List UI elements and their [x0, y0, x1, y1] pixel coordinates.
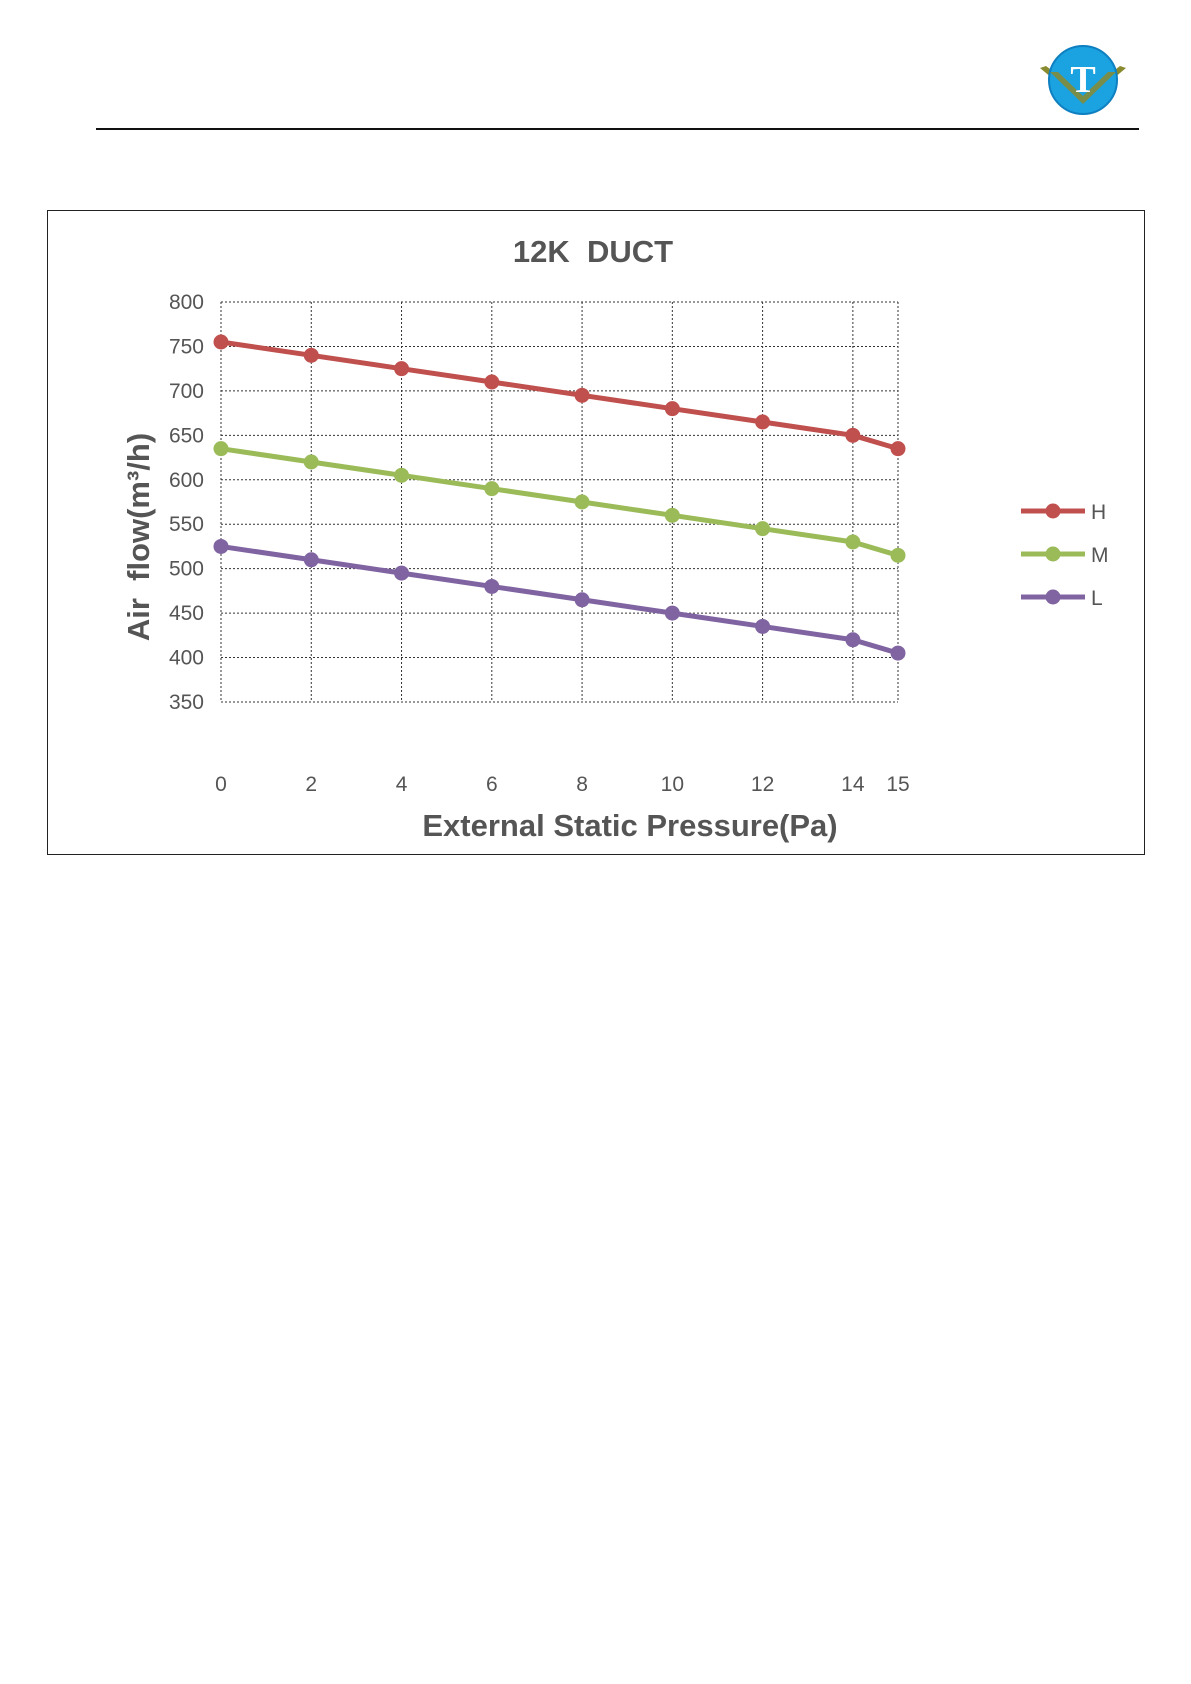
- x-tick-labels: 0 2 4 6 8 10 12 14 15: [215, 773, 910, 796]
- logo-circle-icon: [1048, 45, 1118, 115]
- data-point-l: [574, 592, 590, 608]
- data-point-h: [890, 441, 906, 457]
- y-tick-label: 350: [169, 691, 204, 714]
- airflow-chart: 12K DUCT 350400450500550600650700750800 …: [121, 234, 1109, 843]
- y-axis-label: Air flow(m³/h): [121, 433, 156, 641]
- chart-title: 12K DUCT: [513, 234, 673, 269]
- x-tick-label: 2: [305, 773, 317, 796]
- data-point-m: [303, 454, 319, 470]
- data-point-h: [213, 334, 229, 350]
- data-point-l: [845, 632, 861, 648]
- data-point-h: [484, 374, 500, 390]
- data-point-m: [574, 494, 590, 510]
- series-line-l: [220, 543, 899, 656]
- y-tick-label: 800: [169, 291, 204, 314]
- x-tick-label: 12: [751, 773, 774, 796]
- legend-label-h: H: [1091, 501, 1106, 524]
- data-point-h: [845, 427, 861, 443]
- logo-letter: T: [1070, 59, 1095, 101]
- y-tick-label: 500: [169, 558, 204, 581]
- legend-marker-m: [1045, 546, 1061, 562]
- data-point-l: [890, 645, 906, 661]
- data-point-l: [394, 565, 410, 581]
- legend-marker-l: [1045, 589, 1061, 605]
- data-point-h: [574, 387, 590, 403]
- data-point-m: [755, 521, 771, 537]
- y-tick-label: 700: [169, 380, 204, 403]
- y-tick-label: 600: [169, 469, 204, 492]
- chart-legend: HML: [1021, 501, 1109, 610]
- data-point-l: [664, 605, 680, 621]
- y-tick-label: 750: [169, 335, 204, 358]
- data-point-h: [303, 347, 319, 363]
- x-tick-label: 14: [841, 773, 865, 796]
- header-rule: [96, 128, 1139, 130]
- data-point-l: [303, 552, 319, 568]
- y-tick-label: 550: [169, 513, 204, 536]
- x-axis-label: External Static Pressure(Pa): [422, 808, 837, 843]
- data-point-h: [664, 401, 680, 417]
- x-tick-label: 15: [886, 773, 909, 796]
- data-point-m: [394, 467, 410, 483]
- data-point-m: [664, 507, 680, 523]
- x-tick-label: 10: [661, 773, 684, 796]
- x-tick-label: 8: [576, 773, 588, 796]
- data-point-m: [845, 534, 861, 550]
- legend-marker-h: [1045, 503, 1061, 519]
- chart-frame: 12K DUCT 350 400 450 500 550 600 650 700 750 800 …: [47, 210, 1145, 855]
- data-point-h: [394, 361, 410, 377]
- data-point-m: [890, 547, 906, 563]
- x-tick-label: 6: [486, 773, 498, 796]
- series-line-h: [220, 339, 899, 452]
- data-point-h: [755, 414, 771, 430]
- x-tick-label: 4: [396, 773, 408, 796]
- company-logo: T: [1040, 45, 1126, 115]
- data-point-l: [484, 578, 500, 594]
- data-point-l: [213, 538, 229, 554]
- chart-series: [213, 334, 906, 661]
- logo-chevron-front-icon: [1050, 72, 1116, 104]
- y-tick-label: 650: [169, 424, 204, 447]
- chart-grid: [220, 301, 899, 703]
- y-tick-label: 400: [169, 647, 204, 670]
- x-tick-label: 0: [215, 773, 227, 796]
- data-point-m: [213, 441, 229, 457]
- legend-label-l: L: [1091, 587, 1103, 610]
- series-line-m: [220, 446, 899, 558]
- data-point-l: [755, 618, 771, 634]
- y-tick-labels: 350 400 450 500 550 600 650 700 750 800: [169, 291, 204, 714]
- legend-label-m: M: [1091, 544, 1109, 567]
- data-point-m: [484, 481, 500, 497]
- y-tick-label: 450: [169, 602, 204, 625]
